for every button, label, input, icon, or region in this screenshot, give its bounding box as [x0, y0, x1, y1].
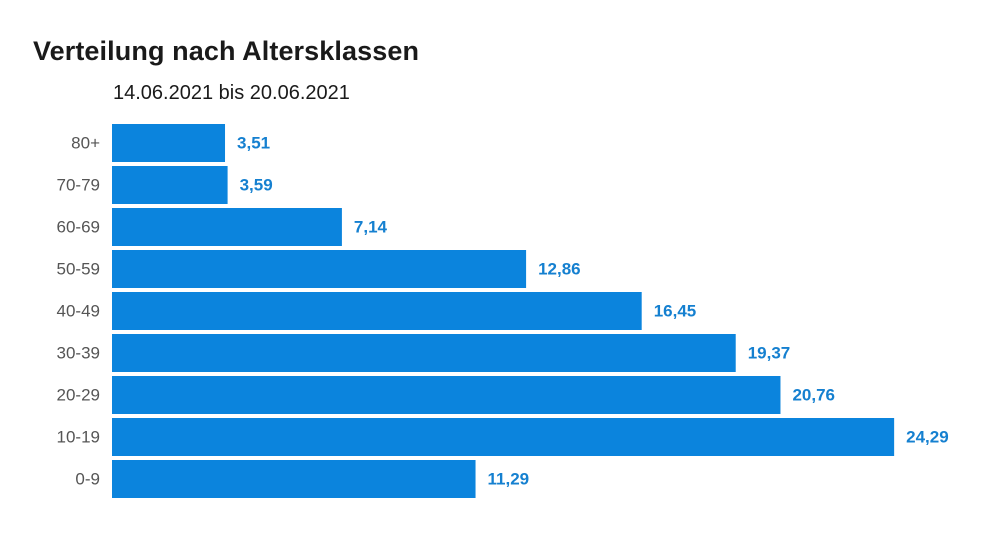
value-label: 11,29	[488, 470, 530, 489]
category-label: 30-39	[57, 344, 100, 363]
chart-title: Verteilung nach Altersklassen	[33, 36, 420, 66]
labels-layer: 80+ 3,51 70-79 3,59 60-69 7,14 50-59 12,86 40-49…	[57, 134, 949, 489]
category-label: 60-69	[57, 218, 100, 237]
category-label: 0-9	[75, 470, 100, 489]
category-label: 70-79	[57, 176, 100, 195]
value-label: 12,86	[538, 260, 581, 279]
category-label: 10-19	[57, 428, 100, 447]
bar-70-79	[112, 166, 228, 204]
value-label: 24,29	[906, 428, 949, 447]
category-label: 50-59	[57, 260, 100, 279]
chart-subtitle: 14.06.2021 bis 20.06.2021	[113, 82, 350, 104]
bar-20-29	[112, 376, 781, 414]
bar-80+	[112, 124, 226, 162]
bar-30-39	[112, 334, 736, 372]
value-label: 7,14	[354, 218, 388, 237]
value-label: 19,37	[748, 344, 791, 363]
value-label: 16,45	[654, 302, 697, 321]
category-label: 20-29	[57, 386, 100, 405]
value-label: 3,51	[237, 134, 270, 153]
category-label: 80+	[71, 134, 100, 153]
bar-50-59	[112, 250, 527, 288]
bar-10-19	[112, 418, 895, 456]
value-label: 20,76	[792, 386, 835, 405]
bar-0-9	[112, 460, 476, 498]
bar-60-69	[112, 208, 342, 246]
category-label: 40-49	[57, 302, 100, 321]
value-label: 3,59	[240, 176, 273, 195]
bar-40-49	[112, 292, 642, 330]
bars-layer	[112, 124, 895, 498]
